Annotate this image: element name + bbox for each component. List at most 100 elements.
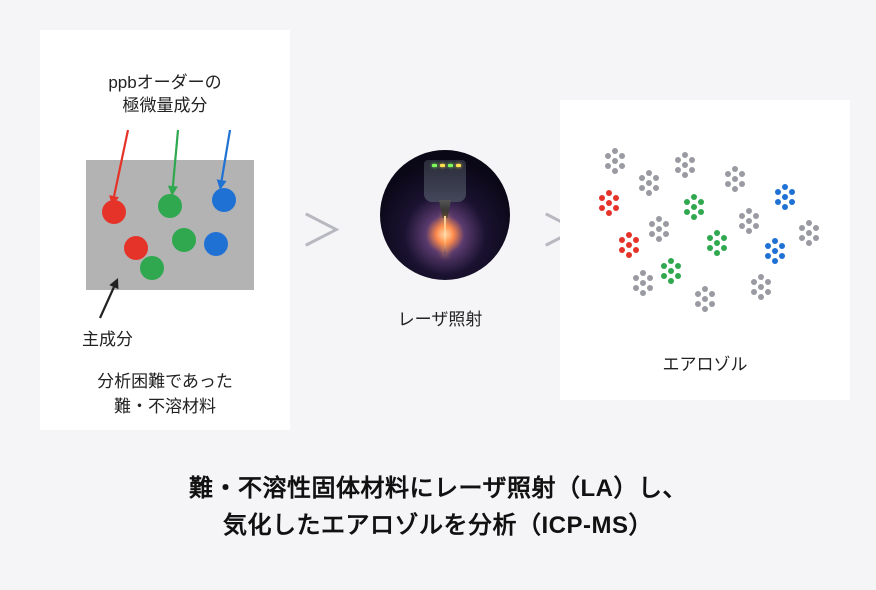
aerosol-cluster (601, 148, 629, 176)
aerosol-particle (782, 184, 788, 190)
aerosol-particle (691, 194, 697, 200)
aerosol-cluster (771, 184, 799, 212)
aerosol-particle (656, 216, 662, 222)
aerosol-particle (714, 240, 720, 246)
aerosol-particle (765, 289, 771, 295)
aerosol-particle (751, 279, 757, 285)
aerosol-particle (698, 209, 704, 215)
aerosol-particle (647, 285, 653, 291)
laser-status-led (448, 164, 453, 167)
sample-dot (140, 256, 164, 280)
aerosol-particle (779, 253, 785, 259)
aerosol-particle (758, 284, 764, 290)
aerosol-cluster (645, 216, 673, 244)
aerosol-particle (709, 291, 715, 297)
aerosol-particle (707, 235, 713, 241)
aerosol-particle (702, 306, 708, 312)
aerosol-particle (707, 245, 713, 251)
aerosol-particle (656, 226, 662, 232)
aerosol-particle (682, 162, 688, 168)
diagram-caption: 難・不溶性固体材料にレーザ照射（LA）し、 気化したエアロゾルを分析（ICP-M… (0, 470, 876, 544)
sample-dot (204, 232, 228, 256)
aerosol-particle (758, 274, 764, 280)
sample-dot (124, 236, 148, 260)
aerosol-particle (640, 270, 646, 276)
sample-matrix-block (86, 160, 254, 290)
aerosol-particle (746, 218, 752, 224)
aerosol-particle (675, 263, 681, 269)
aerosol-cluster (761, 238, 789, 266)
aerosol-particle (661, 263, 667, 269)
aerosol-particle (732, 176, 738, 182)
laser-label: レーザ照射 (330, 305, 550, 330)
trace-label-line1: ppbオーダーの (108, 73, 221, 92)
aerosol-particle (633, 275, 639, 281)
aerosol-particle (668, 268, 674, 274)
aerosol-particle (702, 296, 708, 302)
aerosol-cluster (629, 270, 657, 298)
aerosol-particle (675, 167, 681, 173)
aerosol-particle (682, 172, 688, 178)
aerosol-particle (599, 195, 605, 201)
aerosol-particle (689, 167, 695, 173)
aerosol-particle (663, 231, 669, 237)
aerosol-particle (806, 220, 812, 226)
aerosol-particle (746, 208, 752, 214)
aerosol-particle (746, 228, 752, 234)
aerosol-cluster (721, 166, 749, 194)
panel-aerosol: エアロゾル (560, 100, 850, 400)
aerosol-particle (739, 181, 745, 187)
aerosol-particle (682, 152, 688, 158)
aerosol-particle (619, 163, 625, 169)
aerosol-particle (640, 290, 646, 296)
aerosol-label: エアロゾル (560, 350, 850, 375)
aerosol-particle (772, 248, 778, 254)
aerosol-particle (605, 163, 611, 169)
aerosol-particle (606, 200, 612, 206)
aerosol-particle (626, 232, 632, 238)
aerosol-particle (702, 286, 708, 292)
aerosol-particle (619, 153, 625, 159)
aerosol-particle (649, 231, 655, 237)
aerosol-particle (739, 171, 745, 177)
aerosol-cluster (595, 190, 623, 218)
aerosol-particle (732, 186, 738, 192)
aerosol-particle (649, 221, 655, 227)
aerosol-particle (606, 210, 612, 216)
aerosol-particle (626, 242, 632, 248)
aerosol-cluster (747, 274, 775, 302)
aerosol-particle (753, 213, 759, 219)
aerosol-particle (725, 171, 731, 177)
caption-line1: 難・不溶性固体材料にレーザ照射（LA）し、 (189, 475, 687, 502)
aerosol-particle (663, 221, 669, 227)
aerosol-particle (751, 289, 757, 295)
aerosol-particle (613, 195, 619, 201)
sample-dot (212, 188, 236, 212)
aerosol-particle (668, 278, 674, 284)
aerosol-particle (646, 170, 652, 176)
aerosol-particle (714, 230, 720, 236)
aerosol-particle (640, 280, 646, 286)
aerosol-particle (633, 285, 639, 291)
aerosol-particle (782, 204, 788, 210)
material-description: 分析困難であった 難・不溶材料 (40, 370, 290, 419)
aerosol-particle (691, 214, 697, 220)
aerosol-particle (721, 245, 727, 251)
aerosol-particle (739, 223, 745, 229)
aerosol-particle (772, 238, 778, 244)
laser-status-led (456, 164, 461, 167)
aerosol-cluster (615, 232, 643, 260)
aerosol-particle (813, 235, 819, 241)
aerosol-particle (772, 258, 778, 264)
aerosol-cluster (795, 220, 823, 248)
aerosol-particle (691, 204, 697, 210)
material-desc-line2: 難・不溶材料 (114, 397, 216, 416)
aerosol-cluster (635, 170, 663, 198)
sample-dot (102, 200, 126, 224)
aerosol-particle (775, 189, 781, 195)
aerosol-cluster (657, 258, 685, 286)
aerosol-particle (639, 175, 645, 181)
aerosol-particle (605, 153, 611, 159)
aerosol-particle (646, 180, 652, 186)
laser-beam (444, 216, 446, 254)
